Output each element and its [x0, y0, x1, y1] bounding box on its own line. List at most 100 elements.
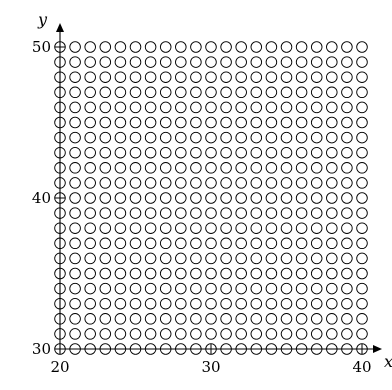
open-point	[310, 237, 323, 250]
open-point	[220, 162, 232, 174]
open-point	[220, 252, 232, 265]
open-point	[114, 237, 127, 250]
open-point	[220, 222, 232, 234]
open-point	[265, 237, 278, 250]
open-point	[175, 177, 187, 189]
open-point	[265, 56, 278, 68]
open-point	[235, 313, 247, 325]
open-point	[326, 252, 338, 265]
open-point	[190, 328, 202, 340]
open-point	[250, 252, 263, 265]
y-tick-label: 40	[32, 189, 51, 207]
open-point	[265, 177, 278, 189]
open-point	[129, 313, 142, 325]
open-point	[114, 56, 127, 68]
open-point	[84, 282, 96, 295]
open-point	[265, 116, 278, 129]
open-point	[265, 162, 278, 174]
open-point	[280, 282, 293, 295]
open-point	[159, 282, 172, 295]
open-point	[265, 313, 278, 325]
open-point	[144, 162, 157, 174]
x-tick-label: 40	[352, 358, 371, 376]
open-point	[175, 267, 187, 280]
open-point	[205, 41, 217, 53]
open-point	[144, 71, 157, 83]
open-point	[205, 162, 217, 174]
open-point	[175, 313, 187, 325]
open-point	[356, 267, 368, 280]
open-point	[280, 146, 293, 159]
open-point	[250, 177, 263, 189]
open-point	[69, 162, 81, 174]
open-point	[235, 222, 247, 234]
open-point	[295, 282, 308, 295]
open-point	[129, 282, 142, 295]
open-point	[99, 252, 112, 265]
open-point	[159, 71, 172, 83]
open-point	[235, 86, 247, 99]
open-point	[341, 297, 353, 310]
open-point	[69, 71, 81, 83]
open-point	[220, 56, 232, 68]
open-point	[326, 207, 338, 219]
open-point	[341, 116, 353, 129]
open-point	[295, 86, 308, 99]
open-point	[114, 162, 127, 174]
open-point	[114, 177, 127, 189]
open-point	[220, 328, 232, 340]
open-point	[159, 267, 172, 280]
open-point	[84, 131, 96, 144]
open-point	[310, 297, 323, 310]
open-point	[190, 56, 202, 68]
open-point	[114, 41, 127, 53]
open-point	[99, 282, 112, 295]
y-tick-label: 50	[32, 38, 51, 56]
open-point	[69, 101, 81, 114]
open-point	[326, 222, 338, 234]
open-point	[84, 177, 96, 189]
open-point	[280, 162, 293, 174]
open-point	[280, 267, 293, 280]
open-point	[159, 162, 172, 174]
open-point	[205, 116, 217, 129]
open-point	[356, 252, 368, 265]
open-point	[69, 41, 81, 53]
open-point	[280, 252, 293, 265]
open-point	[265, 101, 278, 114]
open-point	[84, 313, 96, 325]
open-point	[295, 328, 308, 340]
open-point	[220, 237, 232, 250]
y-tick-label: 30	[32, 340, 51, 358]
open-point	[69, 131, 81, 144]
open-point	[356, 222, 368, 234]
open-point	[114, 267, 127, 280]
open-point	[250, 162, 263, 174]
open-point	[69, 177, 81, 189]
open-point	[129, 177, 142, 189]
open-point	[190, 207, 202, 219]
open-point	[144, 56, 157, 68]
open-point	[84, 192, 96, 204]
open-point	[129, 192, 142, 204]
open-point	[295, 267, 308, 280]
open-point	[310, 207, 323, 219]
open-point	[129, 86, 142, 99]
open-point	[205, 313, 217, 325]
open-point	[356, 41, 368, 53]
open-point	[356, 192, 368, 204]
y-axis-arrow	[56, 23, 64, 32]
open-point	[205, 71, 217, 83]
open-point	[220, 297, 232, 310]
open-point	[235, 267, 247, 280]
open-point	[265, 41, 278, 53]
open-point	[129, 146, 142, 159]
open-point	[235, 297, 247, 310]
open-point	[144, 41, 157, 53]
open-point	[175, 192, 187, 204]
open-point	[205, 192, 217, 204]
open-point	[310, 252, 323, 265]
open-point	[99, 237, 112, 250]
open-point	[250, 313, 263, 325]
